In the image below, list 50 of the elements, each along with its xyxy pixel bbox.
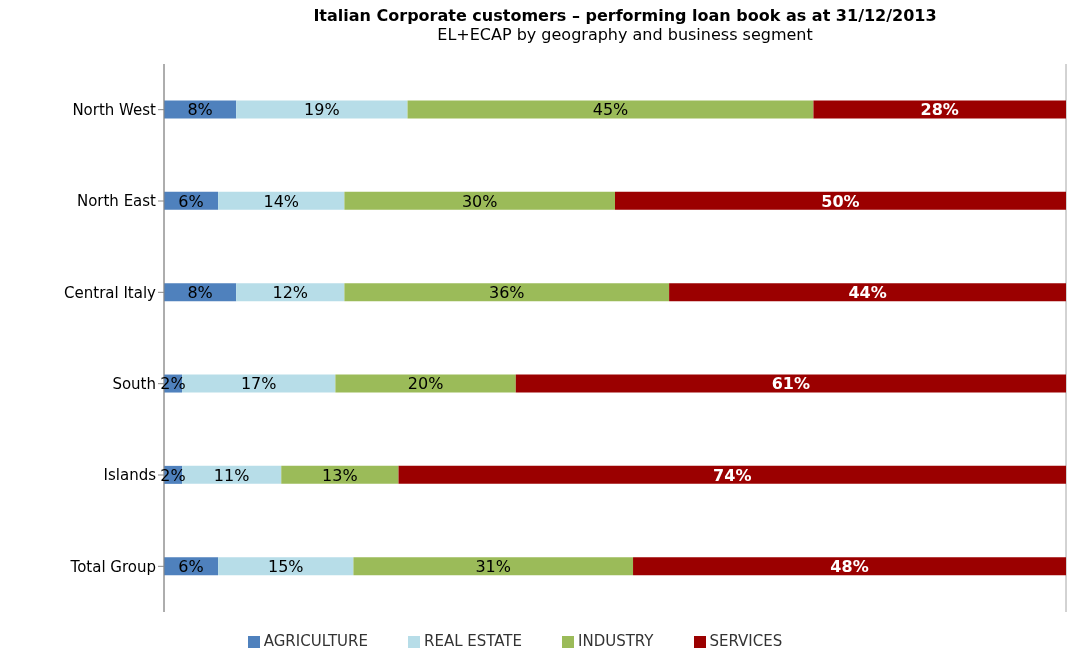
data-label: 20% (407, 374, 444, 394)
chart-subtitle: EL+ECAP by geography and business segment (436, 25, 814, 44)
legend-label: SERVICES (709, 632, 783, 650)
bar (353, 557, 634, 576)
data-label: 8% (187, 282, 213, 302)
data-label: 74% (713, 465, 752, 485)
data-label: 14% (263, 191, 300, 211)
data-label: 28% (920, 100, 959, 120)
data-label: 11% (213, 465, 250, 485)
data-label: 45% (592, 100, 629, 120)
data-label: 30% (461, 191, 498, 211)
data-label: 13% (322, 465, 358, 485)
data-label: 36% (488, 282, 525, 302)
data-label: 19% (304, 100, 340, 120)
bar (236, 100, 408, 119)
bar (281, 465, 399, 484)
y-tick-label: Islands (103, 466, 157, 485)
bar (398, 465, 1066, 484)
data-label: 44% (848, 282, 887, 302)
legend-label: AGRICULTURE (263, 632, 368, 650)
data-label: 6% (178, 191, 204, 211)
bar (515, 374, 1066, 393)
bar (236, 283, 345, 302)
data-label: 6% (178, 556, 204, 576)
bar (633, 557, 1066, 576)
y-tick-label: Central Italy (64, 283, 157, 302)
bar (344, 191, 615, 210)
legend-label: INDUSTRY (578, 632, 654, 650)
y-tick-label: South (112, 374, 156, 393)
bar (218, 557, 354, 576)
y-tick-label: North West (72, 100, 157, 119)
data-label: 17% (240, 374, 277, 394)
data-label: 15% (267, 556, 304, 576)
bar (344, 283, 670, 302)
data-label: 8% (187, 100, 213, 120)
y-tick-label: North East (76, 192, 157, 211)
data-label: 12% (272, 282, 309, 302)
bar (407, 100, 814, 119)
data-label: 48% (830, 556, 869, 576)
data-label: 61% (771, 374, 811, 394)
data-label: 31% (475, 556, 512, 576)
bar (669, 283, 1066, 302)
bar (218, 191, 345, 210)
bar (335, 374, 516, 393)
legend-label: REAL ESTATE (423, 632, 523, 650)
bar (813, 100, 1066, 119)
y-tick-label: Total Group (69, 557, 156, 576)
data-label: 50% (821, 191, 860, 211)
chart-title: Italian Corporate customers – performing loan book as at 31/12/2013 (312, 5, 938, 25)
bar (615, 191, 1066, 210)
